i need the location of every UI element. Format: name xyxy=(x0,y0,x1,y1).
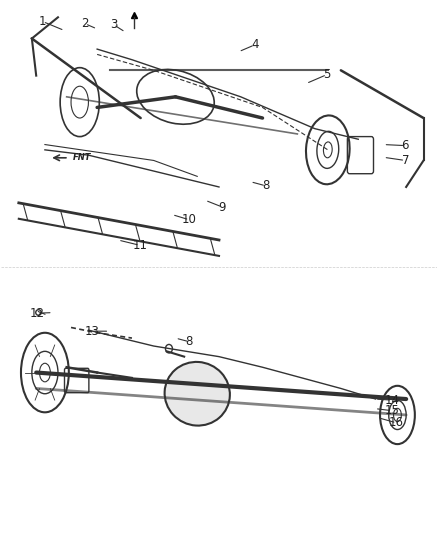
Text: 11: 11 xyxy=(132,239,147,252)
Text: 14: 14 xyxy=(385,393,400,407)
Text: FNT: FNT xyxy=(73,154,92,163)
Text: 10: 10 xyxy=(182,213,197,227)
Text: 3: 3 xyxy=(110,18,117,31)
Text: 5: 5 xyxy=(323,68,331,81)
Text: 7: 7 xyxy=(402,154,409,167)
Text: 6: 6 xyxy=(402,139,409,152)
Text: 15: 15 xyxy=(385,404,399,417)
Text: 12: 12 xyxy=(30,306,45,320)
Text: 4: 4 xyxy=(251,38,258,51)
Text: 1: 1 xyxy=(39,15,46,28)
Text: 16: 16 xyxy=(389,416,404,430)
Text: 8: 8 xyxy=(262,180,270,192)
Ellipse shape xyxy=(165,362,230,425)
Text: 8: 8 xyxy=(186,335,193,348)
Text: 2: 2 xyxy=(81,17,89,30)
Text: 9: 9 xyxy=(219,200,226,214)
Text: 13: 13 xyxy=(85,325,99,338)
